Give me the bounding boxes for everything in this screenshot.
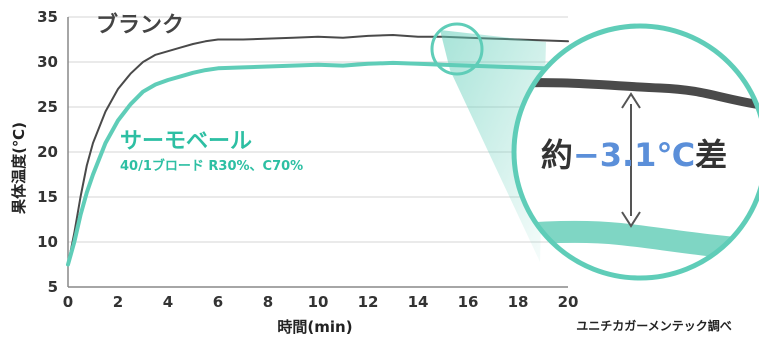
x-tick-label: 12 (358, 293, 379, 311)
y-tick-label: 10 (37, 233, 58, 251)
y-tick-label: 30 (37, 53, 58, 71)
x-axis-title: 時間(min) (277, 318, 352, 336)
y-axis-title: 果体温度(℃) (10, 122, 28, 215)
y-tick-label: 15 (37, 188, 58, 206)
callout-value: −3.1 (573, 136, 657, 174)
magnifier-lens-border (511, 23, 759, 281)
magnifier-source-circle (430, 22, 484, 76)
y-tick-label: 35 (37, 8, 58, 26)
x-tick-label: 2 (113, 293, 123, 311)
difference-arrow-up (621, 92, 641, 109)
grid-lines (68, 16, 568, 288)
y-axis-ticks: 5 10 15 20 25 30 35 (37, 8, 58, 296)
x-tick-label: 18 (508, 293, 529, 311)
x-axis-ticks: 0 2 4 6 8 10 12 14 16 18 20 (63, 293, 579, 311)
x-tick-label: 14 (408, 293, 429, 311)
x-tick-label: 0 (63, 293, 73, 311)
callout-difference: 約−3.1℃差 (541, 136, 727, 174)
magnifier: 約−3.1℃差 (430, 22, 759, 281)
difference-arrow-down (621, 211, 641, 228)
x-tick-label: 4 (163, 293, 173, 311)
y-tick-label: 25 (37, 98, 58, 116)
source-credit: ユニチカガーメンテック調べ (576, 318, 732, 333)
y-tick-label: 20 (37, 143, 58, 161)
x-tick-label: 20 (558, 293, 579, 311)
x-tick-label: 16 (458, 293, 479, 311)
legend-thermo-label: サーモベール (120, 129, 252, 154)
x-tick-label: 8 (263, 293, 273, 311)
y-tick-label: 5 (48, 278, 58, 296)
callout-unit: ℃ (656, 136, 695, 174)
zoomed-blank-line (514, 78, 759, 113)
legend-thermo-detail: 40/1ブロード R30%、C70% (120, 158, 303, 174)
callout-suffix: 差 (695, 136, 727, 174)
x-tick-label: 6 (213, 293, 223, 311)
x-tick-label: 10 (308, 293, 329, 311)
plot-frame (67, 17, 568, 288)
legend-blank-label: ブランク (96, 12, 184, 38)
callout-prefix: 約 (541, 136, 573, 174)
magnifier-beam (440, 30, 546, 262)
